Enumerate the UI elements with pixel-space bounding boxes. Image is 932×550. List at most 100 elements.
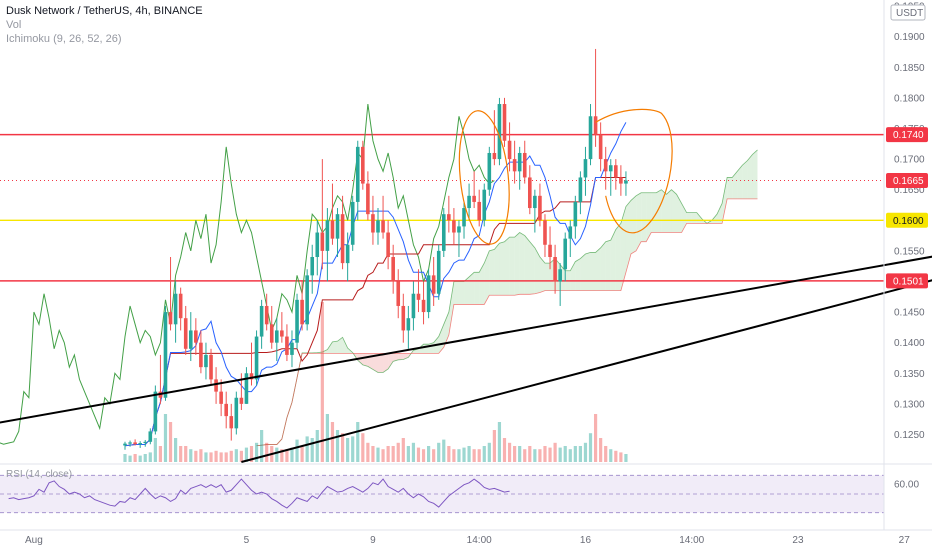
candle-body xyxy=(528,177,532,209)
cloud-segment xyxy=(585,252,591,291)
candle-body xyxy=(290,342,294,355)
candle-body xyxy=(381,220,385,233)
volume-bar xyxy=(148,452,152,462)
candle-body xyxy=(507,140,512,160)
volume-bar xyxy=(305,436,309,462)
cloud-segment xyxy=(641,192,647,242)
candle-body xyxy=(497,104,502,160)
candle-body xyxy=(487,152,492,190)
cloud-segment xyxy=(727,177,733,199)
candle-body xyxy=(406,318,411,331)
volume-bar xyxy=(437,442,441,462)
volume-bar xyxy=(563,446,567,462)
ichimoku-cloud xyxy=(256,149,758,447)
volume-bar xyxy=(467,446,471,462)
candle-body xyxy=(300,299,304,325)
candle-body xyxy=(183,318,188,349)
annotation-curve xyxy=(595,108,673,234)
currency-label: USDT xyxy=(896,8,923,19)
price-tick: 0.1800 xyxy=(894,93,925,104)
volume-bar xyxy=(356,422,360,462)
volume-bar xyxy=(128,455,132,462)
cloud-segment xyxy=(443,312,449,348)
cloud-segment xyxy=(494,243,500,296)
candle-body xyxy=(244,373,249,404)
volume-bar xyxy=(619,452,623,462)
cloud-segment xyxy=(509,237,515,296)
candle-body xyxy=(624,180,628,184)
volume-bar xyxy=(265,442,269,462)
volume-bar xyxy=(249,446,254,462)
cloud-segment xyxy=(403,353,409,360)
candle-body xyxy=(163,312,168,398)
volume-bar xyxy=(593,414,598,462)
time-tick: 23 xyxy=(792,535,804,546)
cloud-segment xyxy=(666,189,672,233)
candle-body xyxy=(143,441,148,444)
volume-bar xyxy=(244,447,249,462)
cloud-segment xyxy=(656,189,662,233)
price-tick: 0.1550 xyxy=(894,246,925,257)
cloud-segment xyxy=(408,350,414,358)
price-tag-text: 0.1740 xyxy=(893,130,924,141)
price-tick: 0.1450 xyxy=(894,308,925,319)
volume-bar xyxy=(194,450,198,462)
chart-legend: Dusk Network / TetherUS, 4h, BINANCE Vol… xyxy=(6,4,203,46)
price-axis[interactable]: 0.19500.19000.18500.18000.17500.17000.16… xyxy=(883,0,928,530)
cloud-segment xyxy=(615,223,621,291)
candle-body xyxy=(588,116,593,160)
time-tick: Aug xyxy=(25,535,43,546)
volume-bar xyxy=(391,446,395,462)
volume-bar xyxy=(366,442,370,462)
volume-bar xyxy=(153,438,157,462)
price-tick: 0.1300 xyxy=(894,399,925,410)
cloud-segment xyxy=(676,194,682,233)
candle-body xyxy=(204,354,208,368)
volume-bar xyxy=(138,455,142,462)
price-tag-0.1665: 0.1665 xyxy=(886,173,928,189)
volume-indicator-label[interactable]: Vol xyxy=(6,19,22,31)
volume-bar xyxy=(340,433,345,462)
volume-bar xyxy=(219,452,223,462)
volume-bar xyxy=(523,449,527,462)
cloud-segment xyxy=(489,249,495,296)
candle-body xyxy=(447,214,451,221)
volume-bar xyxy=(199,449,203,462)
candle-body xyxy=(269,324,274,343)
trendline-2 xyxy=(241,279,932,463)
candle-body xyxy=(477,201,481,221)
candle-body xyxy=(366,183,370,215)
candle-body xyxy=(421,299,426,313)
trendline-1 xyxy=(0,255,932,424)
symbol-title[interactable]: Dusk Network / TetherUS, 4h, BINANCE xyxy=(6,5,203,17)
volume-bar xyxy=(335,430,340,462)
volume-bar xyxy=(320,302,324,462)
price-tag-0.1600: 0.1600 xyxy=(886,212,928,228)
volume-bar xyxy=(568,449,572,462)
candle-body xyxy=(533,195,537,209)
cloud-segment xyxy=(337,337,343,354)
candle-body xyxy=(426,275,431,313)
cloud-segment xyxy=(474,272,480,305)
volume-bar xyxy=(315,430,319,462)
ichimoku-indicator-label[interactable]: Ichimoku (9, 26, 52, 26) xyxy=(6,33,122,45)
currency-box xyxy=(890,4,926,21)
cloud-segment xyxy=(438,324,444,354)
volume-bar xyxy=(482,446,486,462)
cloud-segment xyxy=(413,348,419,354)
cloud-segment xyxy=(529,241,535,295)
candle-body xyxy=(538,195,542,221)
candle-body xyxy=(310,257,315,276)
cloud-segment xyxy=(539,257,545,293)
volume-bar xyxy=(472,449,476,462)
cloud-segment xyxy=(752,149,758,199)
volume-bar xyxy=(234,449,238,462)
cloud-segment xyxy=(631,195,637,254)
volume-bar xyxy=(285,449,289,462)
volume-bar xyxy=(310,438,314,462)
volume-bar xyxy=(609,449,613,462)
volume-bar xyxy=(214,450,218,462)
candle-body xyxy=(340,214,345,264)
